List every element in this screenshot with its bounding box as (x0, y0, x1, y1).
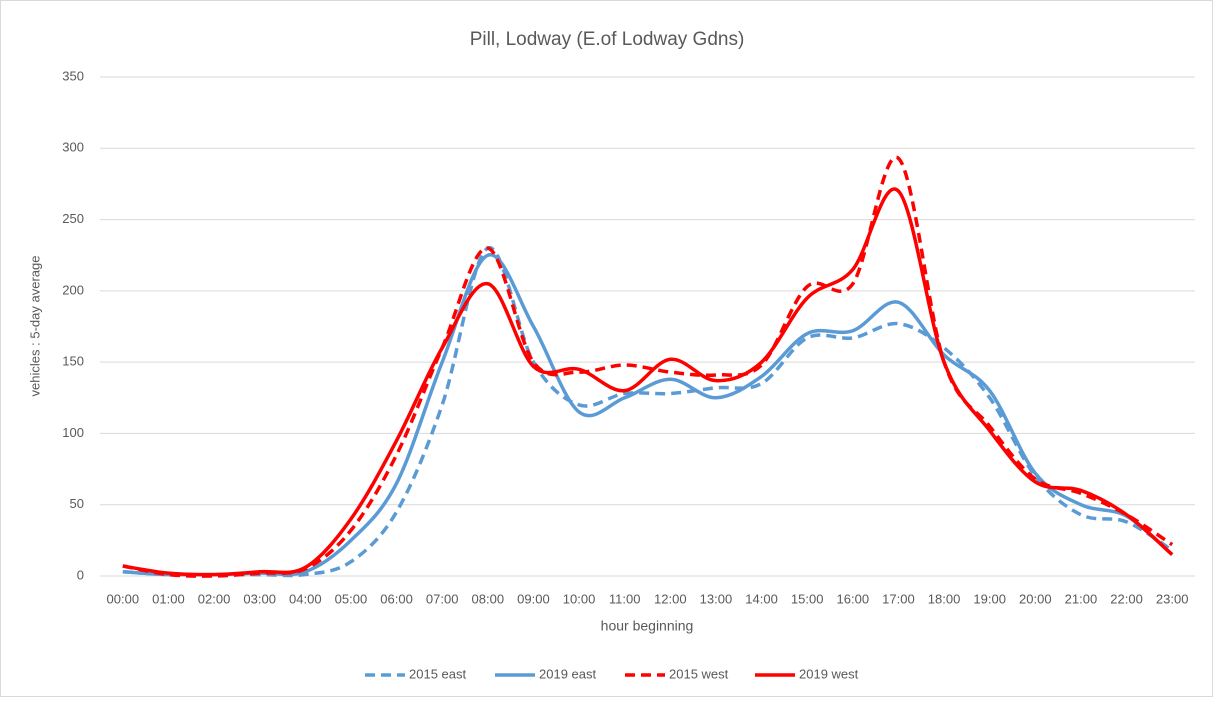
x-tick-label: 22:00 (1110, 591, 1143, 606)
x-tick-label: 06:00 (380, 591, 413, 606)
x-tick-label: 05:00 (335, 591, 368, 606)
x-tick-label: 10:00 (563, 591, 596, 606)
y-tick-label: 250 (62, 211, 84, 226)
line (122, 155, 1174, 578)
x-tick-label: 08:00 (472, 591, 505, 606)
legend-label: 2019 west (799, 666, 859, 681)
x-tick-label: 17:00 (882, 591, 915, 606)
legend-label: 2015 west (669, 666, 729, 681)
y-tick-label: 0 (77, 567, 84, 582)
y-tick-label: 200 (62, 282, 84, 297)
line (122, 187, 1174, 577)
y-tick-label: 150 (62, 354, 84, 369)
y-tick-label: 100 (62, 425, 84, 440)
x-tick-label: 15:00 (791, 591, 824, 606)
x-tick-label: 23:00 (1156, 591, 1189, 606)
y-tick-label: 300 (62, 140, 84, 155)
x-tick-label: 04:00 (289, 591, 322, 606)
x-tick-label: 07:00 (426, 591, 459, 606)
y-axis-label: vehicles : 5-day average (27, 256, 42, 397)
x-tick-label: 01:00 (152, 591, 185, 606)
x-tick-label: 12:00 (654, 591, 687, 606)
y-tick-label: 50 (70, 496, 84, 511)
x-tick-label: 00:00 (107, 591, 140, 606)
x-tick-label: 16:00 (837, 591, 870, 606)
y-tick-label: 350 (62, 68, 84, 83)
x-tick-label: 03:00 (243, 591, 276, 606)
line (122, 253, 1174, 577)
x-tick-label: 20:00 (1019, 591, 1052, 606)
x-tick-label: 21:00 (1065, 591, 1098, 606)
chart-title: Pill, Lodway (E.of Lodway Gdns) (470, 29, 745, 50)
x-tick-label: 19:00 (973, 591, 1006, 606)
line (122, 246, 1174, 578)
x-tick-label: 11:00 (609, 591, 641, 606)
x-axis-label: hour beginning (601, 618, 694, 634)
x-tick-label: 13:00 (700, 591, 733, 606)
x-tick-label: 09:00 (517, 591, 550, 606)
x-tick-label: 02:00 (198, 591, 231, 606)
x-tick-label: 14:00 (745, 591, 778, 606)
legend-label: 2015 east (409, 666, 466, 681)
x-tick-label: 18:00 (928, 591, 961, 606)
legend-label: 2019 east (539, 666, 596, 681)
